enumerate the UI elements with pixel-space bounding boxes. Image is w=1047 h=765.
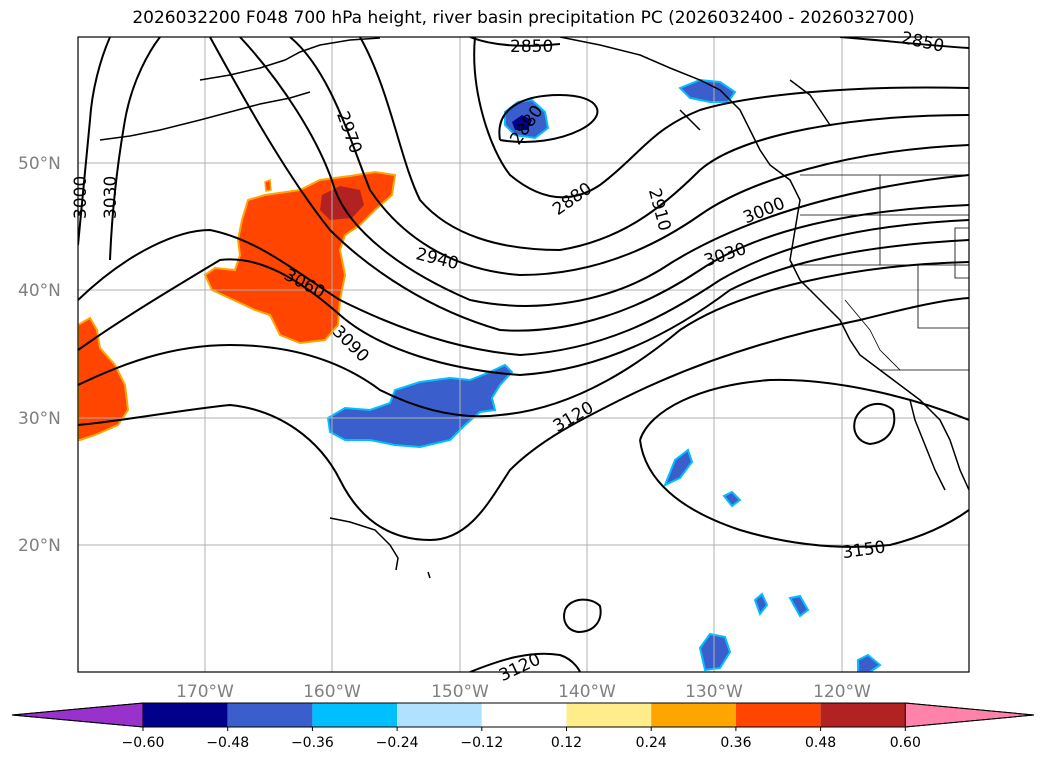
contour-3120-small <box>563 598 602 634</box>
positive-anomaly-small <box>264 178 272 192</box>
contour-3150 <box>639 439 969 548</box>
lon-label: 140°W <box>558 682 616 702</box>
colorbar-segment <box>566 703 652 727</box>
contour-3120 <box>78 297 969 542</box>
colorbar-tick-label: −0.60 <box>122 735 165 751</box>
colorbar-segment <box>312 703 398 727</box>
contour-2940 <box>289 37 969 277</box>
latitude-labels: 50°N 40°N 30°N 20°N <box>18 154 61 556</box>
negative-patch-2 <box>722 490 742 508</box>
colorbar-segment <box>820 703 906 727</box>
contour-label: 3000 <box>71 176 91 219</box>
colorbar-segment <box>651 703 736 727</box>
negative-anomaly-bc <box>678 78 737 103</box>
lon-label: 170°W <box>176 682 234 702</box>
negative-patch-5 <box>698 632 732 672</box>
height-contours <box>78 37 969 672</box>
contour-2880-small <box>498 93 599 143</box>
contour-2910 <box>359 37 969 252</box>
colorbar-extension-right <box>904 702 1035 728</box>
strong-negative-anomaly-gulf <box>512 115 532 130</box>
contour-3090 <box>78 261 969 418</box>
contour-2970 <box>239 37 969 307</box>
contour-2850-left <box>469 37 561 47</box>
colorbar-tick-label: 0.60 <box>890 735 921 751</box>
lon-label: 160°W <box>303 682 361 702</box>
colorbar-segment <box>397 703 482 727</box>
lon-label: 150°W <box>431 682 489 702</box>
contour-3120-ring <box>853 402 896 446</box>
lat-label: 40°N <box>18 281 61 301</box>
colorbar-tick-label: 0.48 <box>805 735 836 751</box>
map-frame <box>77 36 970 673</box>
contour-3000 <box>209 37 969 332</box>
map-title: 2026032200 F048 700 hPa height, river ba… <box>132 8 915 28</box>
negative-patch-4 <box>788 594 810 618</box>
contour-3000-left <box>78 37 111 246</box>
colorbar-segment <box>735 703 821 727</box>
colorbar-extension-left <box>11 702 144 728</box>
colorbar-tick-label: −0.12 <box>460 735 503 751</box>
colorbar-tick-label: −0.48 <box>206 735 249 751</box>
contour-label: 3030 <box>101 176 121 219</box>
negative-patch-6 <box>857 653 882 672</box>
contour-2850-right <box>839 37 969 49</box>
political-borders <box>790 174 969 371</box>
contour-label: 2850 <box>510 37 553 57</box>
colorbar: −0.60 −0.48 −0.36 −0.24 −0.12 0.12 0.24 0.36 0.4… <box>11 702 1035 751</box>
colorbar-tick-label: 0.12 <box>551 735 582 751</box>
lon-label: 120°W <box>813 682 871 702</box>
contour-3030-left <box>109 37 161 261</box>
colorbar-tick-label: 0.24 <box>636 735 667 751</box>
contour-3060 <box>78 239 969 377</box>
contour-3120-bottom <box>469 652 581 672</box>
coastlines <box>99 37 969 579</box>
colorbar-tick-label: 0.36 <box>720 735 751 751</box>
colorbar-segment <box>481 703 567 727</box>
colorbar-segment <box>143 703 228 727</box>
lon-label: 130°W <box>685 682 743 702</box>
colorbar-tick-label: −0.36 <box>291 735 334 751</box>
positive-anomaly-west <box>78 316 130 441</box>
contour-3120-lower <box>639 378 969 441</box>
lat-label: 20°N <box>18 536 61 556</box>
negative-patch-1 <box>663 448 694 487</box>
contour-2880-closed <box>473 37 969 199</box>
colorbar-tick-label: −0.24 <box>376 735 419 751</box>
colorbar-segment <box>227 703 313 727</box>
lat-label: 30°N <box>18 409 61 429</box>
lat-label: 50°N <box>18 154 61 174</box>
longitude-labels: 170°W 160°W 150°W 140°W 130°W 120°W <box>176 682 871 702</box>
contour-3030 <box>78 219 969 357</box>
negative-patch-3 <box>753 592 769 617</box>
